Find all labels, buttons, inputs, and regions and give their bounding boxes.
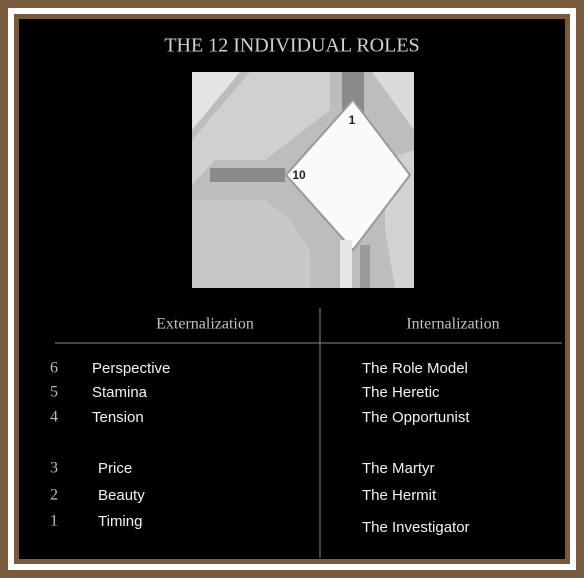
row-number: 4 (50, 409, 58, 426)
row-number: 2 (50, 487, 58, 504)
externalization: Stamina (92, 384, 148, 401)
externalization: Beauty (98, 487, 145, 504)
diagram: 1 10 (192, 72, 414, 288)
row-number: 5 (50, 384, 58, 401)
internalization: The Role Model (362, 360, 468, 377)
diagram-shape (192, 200, 310, 288)
table-rows: 6 Perspective The Role Model 5 Stamina The He… (50, 360, 470, 536)
internalization: The Hermit (362, 487, 437, 504)
column-header: Internalization (406, 316, 499, 333)
diagram-band (210, 168, 285, 182)
column-header: Externalization (156, 316, 254, 333)
internalization: The Opportunist (362, 409, 470, 426)
externalization: Perspective (92, 360, 170, 377)
diagram-shape (192, 72, 240, 130)
title: THE 12 INDIVIDUAL ROLES (164, 35, 419, 57)
internalization: The Martyr (362, 460, 435, 477)
internalization: The Heretic (362, 384, 440, 401)
diagram-label: 1 (349, 113, 356, 127)
diagram-shape (372, 72, 414, 130)
diagram-label: 10 (292, 168, 306, 182)
row-number: 1 (50, 513, 58, 530)
externalization: Price (98, 460, 132, 477)
externalization: Tension (92, 409, 144, 426)
row-number: 3 (50, 460, 58, 477)
diagram-band (342, 72, 364, 112)
externalization: Timing (98, 513, 142, 530)
diagram-shape (192, 72, 330, 185)
internalization: The Investigator (362, 519, 470, 536)
row-number: 6 (50, 360, 58, 377)
diagram-diamond (284, 98, 412, 252)
diagram-band (340, 240, 352, 288)
diagram-band (360, 245, 370, 288)
